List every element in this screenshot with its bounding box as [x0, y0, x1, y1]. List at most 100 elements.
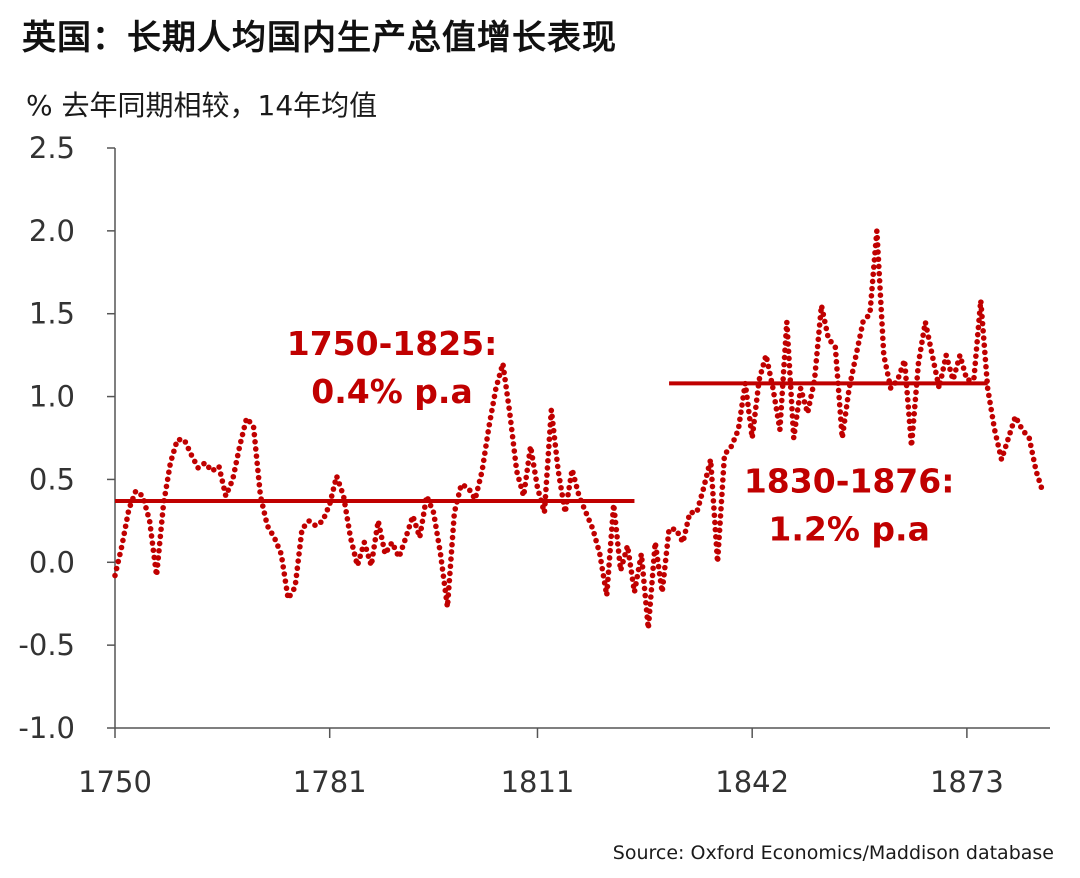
series-dot	[251, 431, 258, 438]
series-dot	[943, 352, 949, 359]
series-dot	[919, 339, 925, 346]
series-dot	[1026, 435, 1033, 442]
series-dot	[920, 332, 926, 338]
series-dot	[793, 414, 800, 420]
series-dot	[384, 547, 391, 553]
series-dot	[812, 365, 819, 371]
series-dot	[868, 300, 874, 306]
series-dot	[430, 509, 437, 515]
series-dot	[236, 445, 242, 452]
series-dot	[534, 483, 541, 490]
series-dot	[580, 504, 587, 510]
series-dot	[516, 476, 522, 483]
series-dot	[703, 472, 710, 479]
series-dot	[718, 505, 724, 512]
series-dot	[334, 474, 340, 480]
series-dot	[122, 523, 129, 530]
series-dot	[773, 406, 780, 412]
series-dot	[834, 373, 841, 379]
series-dot	[736, 423, 742, 430]
chart-title: 英国：长期人均国内生产总值增长表现	[22, 18, 617, 58]
series-dot	[833, 351, 839, 358]
series-dot	[612, 512, 618, 519]
series-dot	[816, 322, 823, 328]
series-dot	[503, 383, 509, 390]
series-dot	[933, 369, 939, 376]
series-dot	[734, 430, 740, 437]
series-dot	[484, 436, 490, 442]
series-dot	[342, 501, 348, 508]
series-dot	[451, 513, 457, 519]
series-dot	[1032, 463, 1038, 470]
series-dot	[828, 338, 834, 345]
series-dot	[117, 551, 123, 558]
series-dot	[823, 325, 830, 332]
x-tick-label: 1811	[501, 765, 575, 799]
series-dot	[557, 477, 563, 484]
series-dot	[753, 397, 760, 403]
series-dot	[598, 558, 604, 565]
series-dot	[988, 406, 995, 413]
series-dot	[529, 455, 536, 461]
series-dot	[771, 391, 777, 398]
series-dot	[953, 367, 959, 373]
series-dot	[158, 526, 164, 533]
series-dot	[717, 520, 723, 526]
y-tick-label: 1.0	[29, 380, 75, 414]
series-dot	[514, 469, 520, 476]
series-dot	[410, 515, 417, 522]
series-dot	[361, 539, 368, 546]
series-dot	[438, 559, 445, 565]
series-dot	[844, 396, 851, 403]
series-dot	[544, 465, 551, 471]
series-dot	[1007, 429, 1013, 436]
series-dot	[752, 411, 758, 418]
series-dot	[902, 368, 909, 374]
series-dot	[911, 403, 918, 410]
series-dot	[750, 425, 757, 432]
series-dot	[947, 366, 953, 373]
series-dot	[478, 471, 485, 478]
series-dot	[995, 442, 1001, 448]
series-dot	[479, 464, 486, 471]
series-dot	[404, 530, 410, 537]
series-dot	[709, 476, 715, 483]
series-dot	[281, 571, 288, 577]
series-dot	[633, 580, 639, 587]
series-dot	[169, 455, 175, 461]
series-dot	[295, 558, 301, 564]
series-dot	[336, 481, 343, 487]
series-dot	[746, 408, 752, 415]
series-dot	[371, 544, 377, 550]
series-dot	[522, 481, 529, 488]
series-dot	[772, 398, 779, 405]
series-dot	[115, 558, 122, 565]
series-dot	[951, 374, 957, 380]
series-dot	[646, 608, 653, 615]
series-dot	[375, 520, 382, 527]
series-dot	[467, 487, 473, 494]
series-dot	[739, 402, 745, 408]
series-dot	[717, 513, 724, 519]
series-dot	[779, 390, 786, 397]
series-dot	[605, 576, 611, 583]
series-dot	[744, 394, 750, 401]
series-dot	[808, 393, 814, 400]
series-dot	[238, 438, 244, 445]
series-dot	[112, 572, 118, 579]
series-dot	[792, 421, 799, 428]
series-dot	[160, 504, 166, 511]
series-dot	[652, 542, 659, 548]
series-dot	[321, 513, 328, 520]
series-dot	[670, 526, 677, 532]
y-tick-label: 1.5	[29, 297, 75, 331]
series-dot	[778, 404, 785, 411]
series-dot	[784, 326, 791, 333]
series-dot	[330, 486, 337, 492]
series-dot	[614, 533, 620, 540]
series-dot	[565, 491, 571, 498]
source-note: Source: Oxford Economics/Maddison databa…	[612, 842, 1054, 864]
series-dot	[508, 426, 515, 433]
series-dot	[435, 537, 442, 544]
series-dot	[974, 331, 981, 338]
